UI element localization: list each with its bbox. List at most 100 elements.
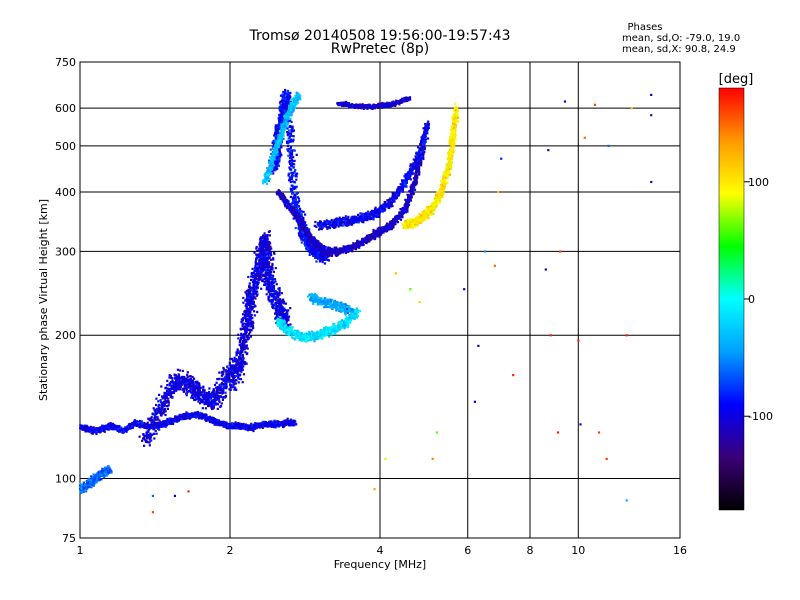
scatter-point xyxy=(254,282,257,285)
scatter-point xyxy=(230,379,233,382)
scatter-point xyxy=(156,410,159,413)
scatter-point xyxy=(213,395,216,398)
scatter-point xyxy=(239,328,243,331)
scatter-point xyxy=(279,308,282,311)
scatter-point xyxy=(255,247,258,250)
chart-subtitle: RwPretec (8p) xyxy=(331,41,429,57)
scatter-point xyxy=(276,132,279,135)
scatter-point xyxy=(267,290,270,293)
scatter-point xyxy=(302,218,305,221)
scatter-point xyxy=(162,408,165,411)
scatter-point xyxy=(263,283,266,286)
scatter-point xyxy=(291,173,294,176)
scatter-point xyxy=(279,104,282,107)
scatter-point xyxy=(237,381,240,384)
scatter-point xyxy=(86,425,89,428)
scatter-point xyxy=(250,324,253,328)
scatter-point xyxy=(136,420,139,423)
scatter-point xyxy=(180,417,183,420)
scatter-point xyxy=(263,245,266,248)
scatter-point xyxy=(292,156,295,159)
scatter-point xyxy=(181,369,184,372)
scatter-point xyxy=(183,381,186,385)
scatter-point xyxy=(180,379,183,382)
scatter-point xyxy=(274,126,277,129)
scatter-point xyxy=(259,261,262,264)
scatter-point xyxy=(278,160,281,163)
scatter-point xyxy=(284,88,287,92)
scatter-point xyxy=(278,119,281,122)
scatter-point xyxy=(294,169,297,172)
scatter-point xyxy=(242,326,245,329)
scatter-point xyxy=(175,380,178,383)
scatter-point xyxy=(242,301,245,304)
scatter-point xyxy=(178,375,181,378)
scatter-point xyxy=(193,377,196,380)
scatter-point xyxy=(153,421,156,424)
scatter-point xyxy=(262,273,265,276)
scatter-point xyxy=(265,293,268,296)
scatter-point xyxy=(253,310,256,313)
scatter-point xyxy=(95,429,98,433)
scatter-point xyxy=(292,171,295,174)
scatter-point xyxy=(280,292,283,295)
scatter-point xyxy=(275,423,278,426)
scatter-point xyxy=(145,435,148,438)
scatter-point xyxy=(250,426,253,429)
scatter-point xyxy=(167,400,170,403)
scatter-point xyxy=(220,374,223,377)
scatter-point xyxy=(248,302,251,305)
scatter-point xyxy=(248,294,251,298)
scatter-point xyxy=(197,397,200,400)
scatter-point xyxy=(258,243,261,246)
scatter-point xyxy=(276,304,279,308)
scatter-point xyxy=(199,393,202,396)
scatter-point xyxy=(126,425,129,429)
scatter-point xyxy=(278,123,281,126)
scatter-point xyxy=(141,424,145,427)
scatter-point xyxy=(149,426,152,429)
scatter-point xyxy=(282,95,285,98)
scatter-point xyxy=(148,438,151,441)
scatter-point xyxy=(191,414,194,418)
scatter-point xyxy=(289,132,292,135)
scatter-point xyxy=(294,186,297,189)
scatter-point xyxy=(225,425,228,428)
scatter-point xyxy=(258,264,262,267)
scatter-point xyxy=(229,388,232,391)
scatter-point xyxy=(235,353,238,356)
scatter-point xyxy=(290,188,293,191)
scatter-point xyxy=(222,368,226,371)
scatter-point xyxy=(193,391,196,394)
scatter-point xyxy=(144,440,148,443)
scatter-point xyxy=(243,348,246,351)
scatter-point xyxy=(251,320,254,323)
scatter-point xyxy=(241,313,245,316)
scatter-point xyxy=(287,319,290,322)
scatter-point xyxy=(278,289,281,292)
scatter-point xyxy=(277,164,280,167)
scatter-point xyxy=(214,398,217,401)
scatter-point xyxy=(267,283,270,286)
scatter-point xyxy=(226,369,229,373)
scatter-point xyxy=(250,422,253,425)
scatter-point xyxy=(270,420,273,423)
scatter-point xyxy=(241,356,244,359)
scatter-point xyxy=(169,393,172,396)
scatter-point xyxy=(179,386,182,389)
scatter-point xyxy=(261,273,264,276)
scatter-point xyxy=(292,187,295,190)
scatter-point xyxy=(233,358,236,361)
scatter-point xyxy=(295,204,298,207)
scatter-point xyxy=(252,274,255,277)
scatter-point xyxy=(219,387,222,390)
scatter-point xyxy=(178,413,181,416)
scatter-point xyxy=(241,381,244,384)
scatter-point xyxy=(291,149,294,152)
scatter-point xyxy=(158,426,161,429)
scatter-point xyxy=(286,131,289,134)
scatter-point xyxy=(266,234,269,237)
scatter-point xyxy=(237,351,240,354)
scatter-point xyxy=(195,382,198,385)
scatter-point xyxy=(106,425,109,428)
